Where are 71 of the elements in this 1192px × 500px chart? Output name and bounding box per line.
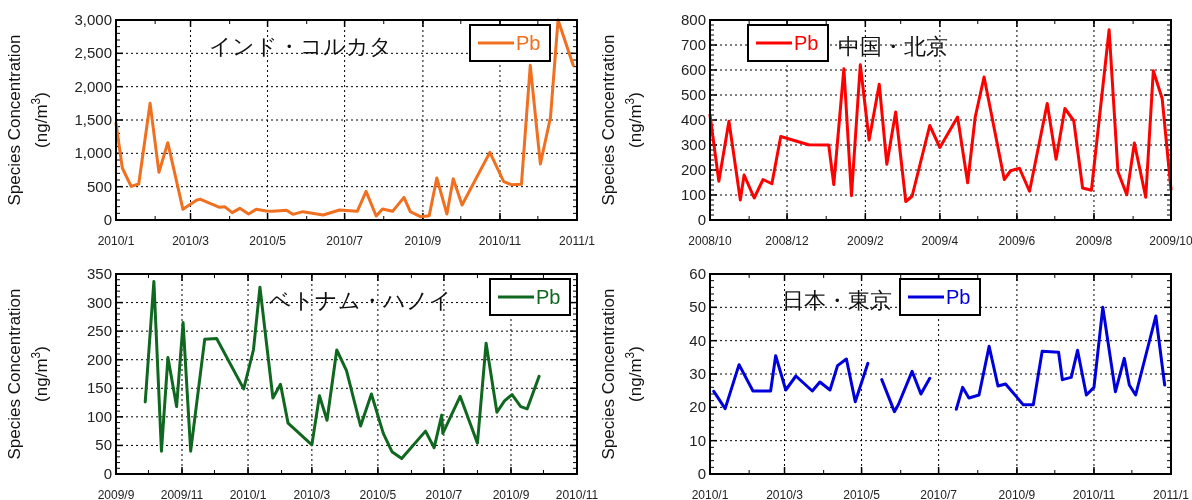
x-tick-label: 2010/1 [691, 488, 729, 500]
y-tick-label: 100 [680, 186, 706, 203]
x-tick-label: 2009/2 [847, 234, 885, 248]
x-tick-label: 2009/6 [998, 234, 1036, 248]
y-tick-label: 300 [86, 293, 112, 311]
y-tick-label: 500 [680, 86, 706, 103]
x-tick-label: 2010/7 [920, 488, 958, 500]
y-tick-label: 0 [697, 211, 706, 228]
legend: Pb [899, 278, 981, 316]
legend-label: Pb [536, 286, 561, 308]
y-tick-label: 200 [86, 350, 112, 368]
legend-label: Pb [516, 32, 541, 54]
x-tick-label: 2010/5 [249, 234, 287, 248]
legend: Pb [469, 24, 551, 62]
x-tick-label: 2010/9 [492, 488, 530, 500]
x-tick-label: 2010/3 [293, 488, 331, 500]
y-tick-label: 50 [95, 436, 112, 454]
y-tick-label: 3,000 [74, 11, 112, 28]
x-tick-label: 2010/7 [425, 488, 463, 500]
x-tick-label: 2010/9 [998, 488, 1036, 500]
y-tick-label: 0 [697, 465, 706, 482]
y-tick-label: 0 [103, 211, 112, 228]
x-tick-label: 2010/1 [229, 488, 267, 500]
x-tick-label: 2010/5 [843, 488, 881, 500]
x-tick-label: 2009/9 [97, 488, 135, 500]
legend-label: Pb [794, 32, 819, 54]
y-tick-label: 10 [689, 431, 706, 449]
x-tick-label: 2009/8 [1075, 234, 1113, 248]
x-tick-label: 2011/1 [559, 234, 596, 248]
y-tick-label: 350 [86, 265, 112, 282]
y-tick-label: 1,500 [74, 111, 112, 128]
x-tick-label: 2010/5 [359, 488, 397, 500]
y-tick-label: 600 [680, 61, 706, 78]
x-tick-label: 2011/1 [1153, 488, 1190, 500]
y-tick-label: 500 [86, 177, 112, 195]
x-tick-label: 2010/9 [404, 234, 442, 248]
x-tick-label: 2009/11 [160, 488, 204, 500]
y-tick-label: 250 [86, 322, 112, 340]
y-tick-label: 200 [680, 161, 706, 178]
y-tick-label: 1,000 [74, 144, 112, 162]
y-tick-label: 40 [689, 331, 706, 349]
y-tick-label: 300 [680, 136, 706, 153]
text: インド・コルカタ [208, 34, 392, 59]
x-tick-label: 2010/3 [172, 234, 210, 248]
y-tick-label: 2,500 [74, 44, 112, 62]
y-tick-label: 20 [689, 398, 706, 416]
x-tick-label: 2010/3 [766, 488, 804, 500]
x-tick-label: 2010/11 [555, 488, 599, 500]
text: 日本・東京 [782, 288, 892, 313]
x-tick-label: 2010/11 [478, 234, 522, 248]
x-tick-label: 2010/11 [1072, 488, 1116, 500]
text: 中国・北京 [838, 34, 948, 59]
legend-label: Pb [946, 286, 971, 308]
y-tick-label: 60 [689, 265, 706, 282]
legend: Pb [489, 278, 571, 316]
y-tick-label: 50 [689, 298, 706, 316]
x-tick-label: 2009/10 [1149, 234, 1192, 248]
y-tick-label: 700 [680, 36, 706, 53]
y-tick-label: 2,000 [74, 77, 112, 95]
y-tick-label: 400 [680, 111, 706, 128]
legend: Pb [747, 24, 829, 62]
x-tick-label: 2010/7 [326, 234, 364, 248]
x-tick-label: 2008/12 [765, 234, 810, 248]
y-tick-label: 150 [86, 379, 112, 397]
y-tick-label: 100 [86, 407, 112, 425]
y-tick-label: 30 [689, 365, 706, 382]
x-tick-label: 2008/10 [688, 234, 733, 248]
x-tick-label: 2010/1 [97, 234, 135, 248]
x-tick-label: 2009/4 [921, 234, 959, 248]
y-tick-label: 800 [680, 11, 706, 28]
y-tick-label: 0 [103, 465, 112, 482]
